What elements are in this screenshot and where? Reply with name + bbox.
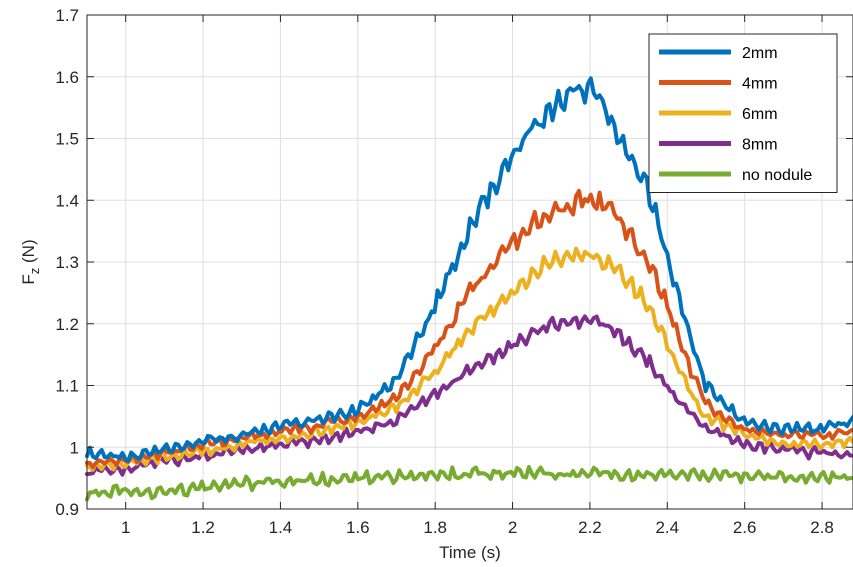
series-line-8mm [85, 314, 853, 477]
y-axis-label: Fz (N) [19, 239, 42, 284]
x-axis-label: Time (s) [439, 543, 501, 562]
x-tick-label: 1.4 [269, 518, 293, 537]
y-tick-label: 1.7 [55, 6, 79, 25]
x-tick-label: 1.6 [346, 518, 370, 537]
legend: 2mm 4mm 6mm 8mm no nodule [648, 33, 838, 193]
x-tick-label: 2.4 [655, 518, 679, 537]
y-tick-label: 1.2 [55, 315, 79, 334]
x-tick-label: 2 [508, 518, 517, 537]
series-line-4mm [85, 188, 853, 470]
series-line-2mm [85, 76, 853, 463]
y-tick-label: 1.5 [55, 130, 79, 149]
y-tick-label: 1 [70, 438, 79, 457]
legend-label: 4mm [742, 76, 778, 93]
y-axis-label-unit: (N) [19, 239, 38, 267]
series-lines [85, 76, 853, 502]
y-tick-label: 1.4 [55, 191, 79, 210]
x-tick-label: 1 [121, 518, 130, 537]
y-tick-label: 1.3 [55, 253, 79, 272]
legend-label: no nodule [742, 167, 812, 184]
y-tick-label: 0.9 [55, 500, 79, 519]
y-axis-label-main: F [19, 274, 38, 284]
x-tick-label: 2.2 [578, 518, 602, 537]
legend-label: 2mm [742, 45, 778, 62]
legend-label: 6mm [742, 106, 778, 123]
y-tick-label: 1.6 [55, 68, 79, 87]
series-line-6mm [85, 246, 853, 472]
x-tick-label: 2.8 [810, 518, 834, 537]
y-axis-label-subscript: z [27, 268, 42, 275]
series-line-no-nodule [85, 464, 853, 502]
x-tick-label: 1.8 [423, 518, 447, 537]
x-tick-label: 1.2 [191, 518, 215, 537]
y-tick-label: 1.1 [55, 377, 79, 396]
legend-label: 8mm [742, 137, 778, 154]
x-tick-label: 2.6 [733, 518, 757, 537]
axis-ticks: 1 1.2 1.4 1.6 1.8 2 2.2 2.4 2.6 2.8 0.9 1 1.1 1.2 1.3 1… [55, 6, 853, 537]
